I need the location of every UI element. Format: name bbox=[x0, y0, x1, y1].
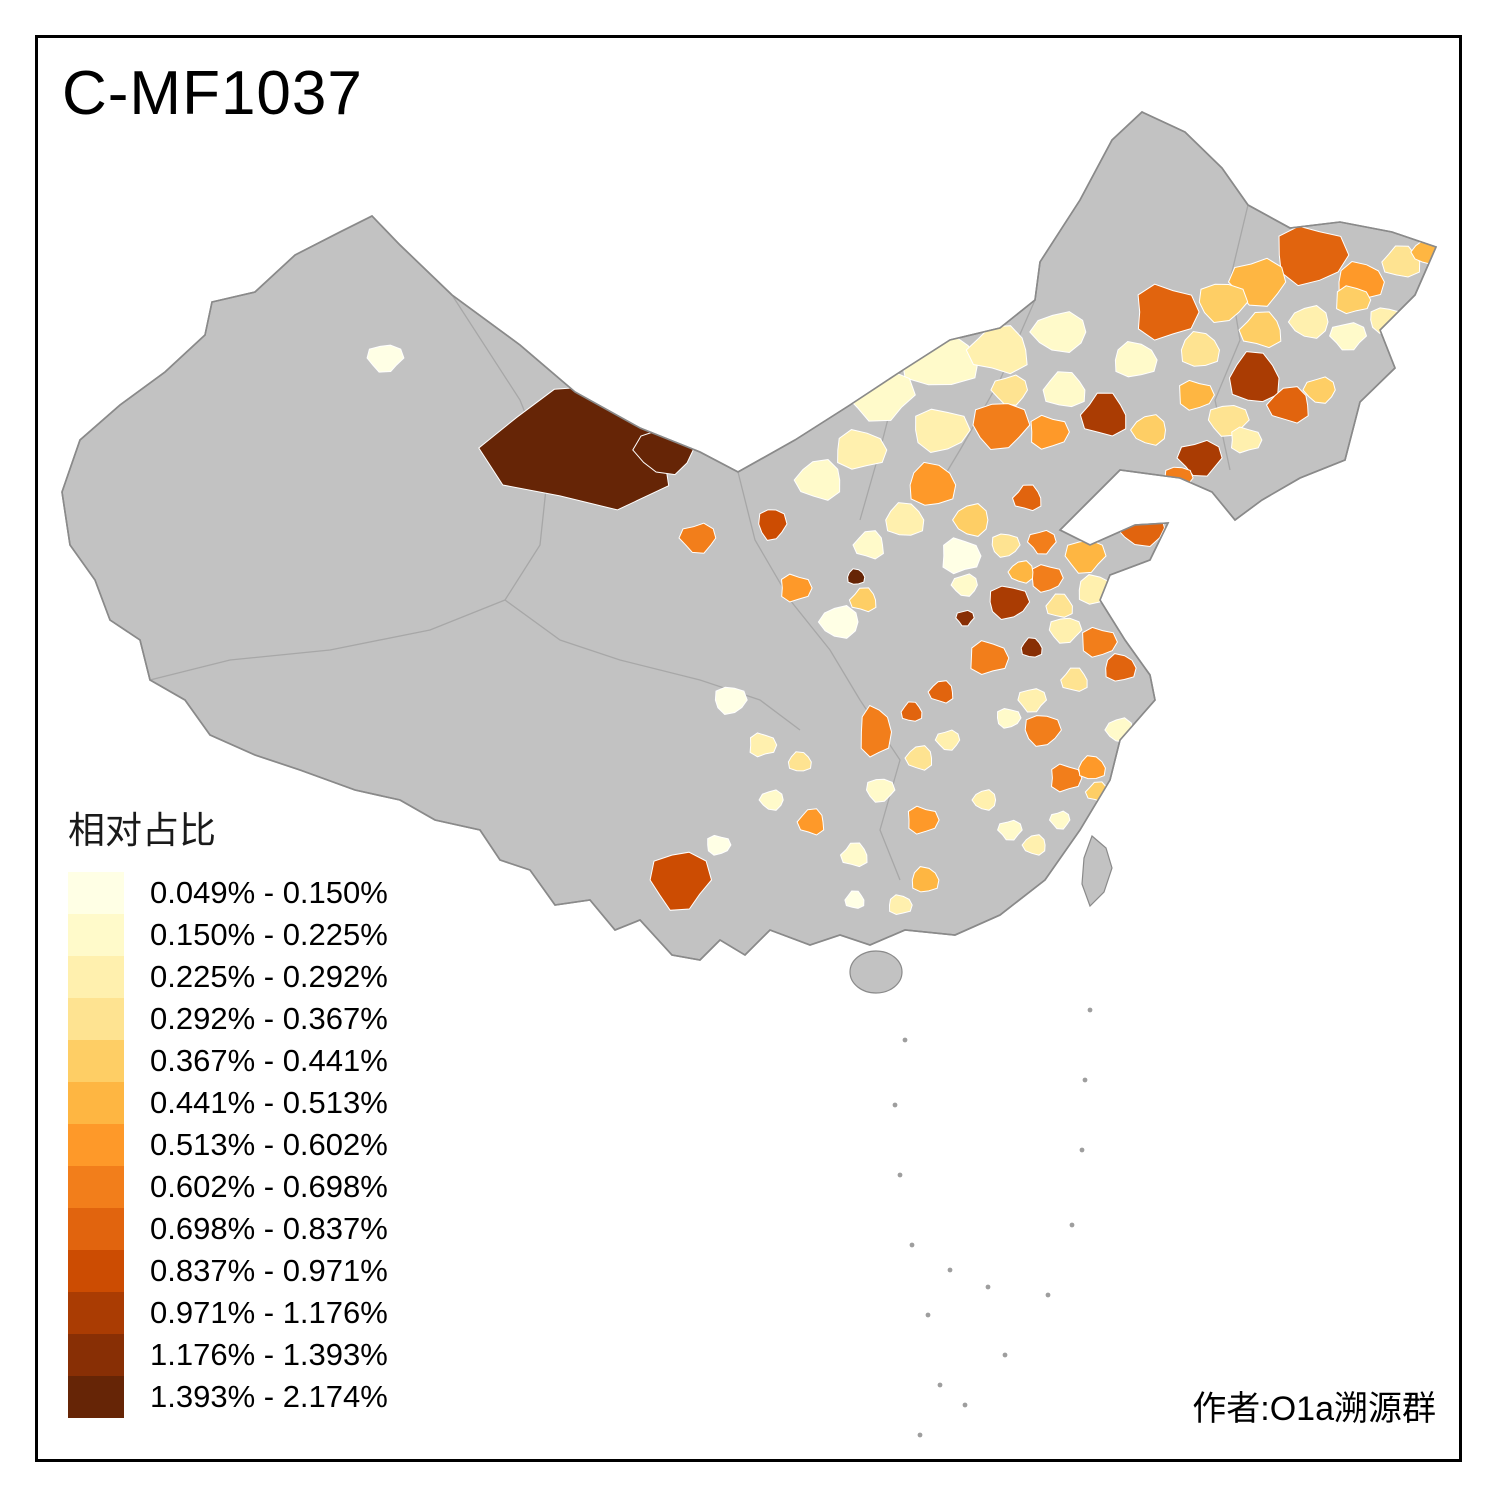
legend-swatch bbox=[68, 1040, 124, 1082]
legend-label: 0.150% - 0.225% bbox=[150, 917, 388, 953]
legend-row: 0.837% - 0.971% bbox=[68, 1250, 388, 1292]
map-region bbox=[1148, 640, 1173, 660]
legend-label: 0.441% - 0.513% bbox=[150, 1085, 388, 1121]
legend-row: 0.698% - 0.837% bbox=[68, 1208, 388, 1250]
legend-row: 0.292% - 0.367% bbox=[68, 998, 388, 1040]
legend-title: 相对占比 bbox=[68, 800, 388, 854]
taiwan-island bbox=[1082, 836, 1112, 906]
legend-row: 0.602% - 0.698% bbox=[68, 1166, 388, 1208]
map-region bbox=[1165, 467, 1193, 490]
legend-row: 0.225% - 0.292% bbox=[68, 956, 388, 998]
legend-label: 0.049% - 0.150% bbox=[150, 875, 388, 911]
map-title: C-MF1037 bbox=[62, 58, 363, 129]
legend-row: 0.150% - 0.225% bbox=[68, 914, 388, 956]
legend-label: 1.393% - 2.174% bbox=[150, 1379, 388, 1415]
sea-dash-mark bbox=[1046, 1293, 1051, 1298]
legend-label: 0.367% - 0.441% bbox=[150, 1043, 388, 1079]
sea-dash-mark bbox=[1083, 1078, 1088, 1083]
legend-row: 0.971% - 1.176% bbox=[68, 1292, 388, 1334]
legend-label: 0.513% - 0.602% bbox=[150, 1127, 388, 1163]
legend-label: 0.602% - 0.698% bbox=[150, 1169, 388, 1205]
legend-swatch bbox=[68, 1334, 124, 1376]
legend-swatch bbox=[68, 914, 124, 956]
sea-dash-mark bbox=[1088, 1008, 1093, 1013]
legend-swatch bbox=[68, 1208, 124, 1250]
legend-label: 0.837% - 0.971% bbox=[150, 1253, 388, 1289]
sea-dash-mark bbox=[1080, 1148, 1085, 1153]
legend-swatch bbox=[68, 956, 124, 998]
sea-dash-mark bbox=[903, 1038, 908, 1043]
sea-dash-mark bbox=[948, 1268, 953, 1273]
sea-dash-mark bbox=[910, 1243, 915, 1248]
sea-dash-mark bbox=[1003, 1353, 1008, 1358]
south-china-sea-dashes bbox=[893, 1008, 1093, 1438]
legend-swatch bbox=[68, 1292, 124, 1334]
sea-dash-mark bbox=[1070, 1223, 1075, 1228]
legend-row: 1.176% - 1.393% bbox=[68, 1334, 388, 1376]
legend-label: 0.292% - 0.367% bbox=[150, 1001, 388, 1037]
legend-label: 0.971% - 1.176% bbox=[150, 1295, 388, 1331]
sea-dash-mark bbox=[938, 1383, 943, 1388]
legend-swatch bbox=[68, 872, 124, 914]
legend-swatch bbox=[68, 1250, 124, 1292]
sea-dash-mark bbox=[918, 1433, 923, 1438]
legend-swatch bbox=[68, 1082, 124, 1124]
legend-row: 1.393% - 2.174% bbox=[68, 1376, 388, 1418]
legend-label: 0.225% - 0.292% bbox=[150, 959, 388, 995]
hainan-island bbox=[850, 951, 902, 993]
legend-swatch bbox=[68, 1124, 124, 1166]
legend-label: 1.176% - 1.393% bbox=[150, 1337, 388, 1373]
sea-dash-mark bbox=[893, 1103, 898, 1108]
map-region bbox=[1123, 605, 1154, 632]
legend-label: 0.698% - 0.837% bbox=[150, 1211, 388, 1247]
sea-dash-mark bbox=[986, 1285, 991, 1290]
legend-swatch bbox=[68, 1166, 124, 1208]
legend-swatch bbox=[68, 998, 124, 1040]
legend-row: 0.513% - 0.602% bbox=[68, 1124, 388, 1166]
legend: 相对占比 0.049% - 0.150% 0.150% - 0.225% 0.225… bbox=[68, 800, 388, 1418]
legend-row: 0.441% - 0.513% bbox=[68, 1082, 388, 1124]
legend-row: 0.367% - 0.441% bbox=[68, 1040, 388, 1082]
sea-dash-mark bbox=[898, 1173, 903, 1178]
legend-row: 0.049% - 0.150% bbox=[68, 872, 388, 914]
sea-dash-mark bbox=[963, 1403, 968, 1408]
legend-swatch bbox=[68, 1376, 124, 1418]
author-credit: 作者:O1a溯源群 bbox=[1192, 1381, 1436, 1430]
sea-dash-mark bbox=[926, 1313, 931, 1318]
legend-rows: 0.049% - 0.150% 0.150% - 0.225% 0.225% - 0… bbox=[68, 872, 388, 1418]
